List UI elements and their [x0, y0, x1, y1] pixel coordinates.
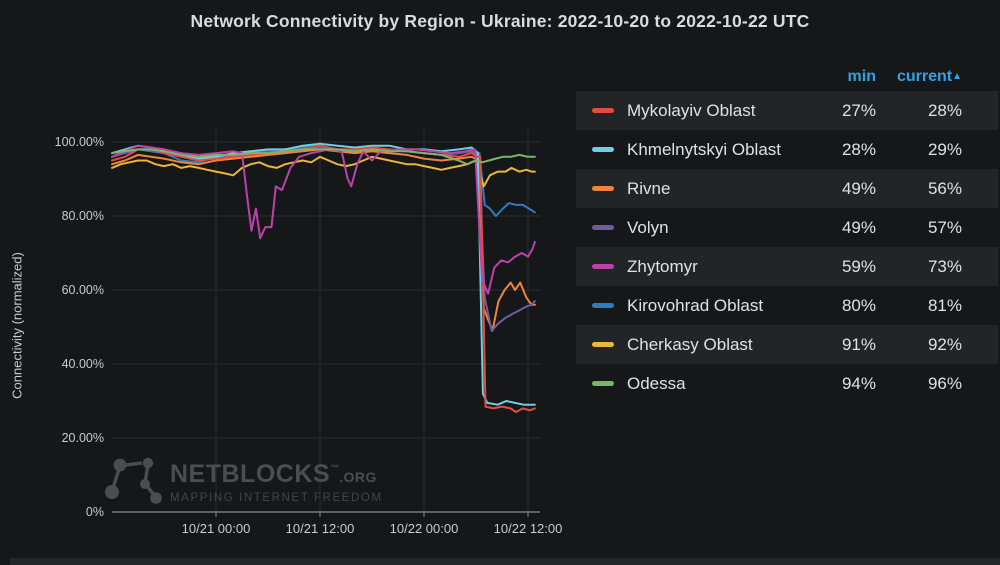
series-color-swatch: [592, 147, 614, 152]
series-color-swatch: [592, 108, 614, 113]
y-tick-label: 0%: [85, 505, 104, 519]
series-line-mykolayiv-oblast[interactable]: [111, 144, 536, 414]
series-current-value: 73%: [927, 256, 962, 276]
legend-table: min current▲ Mykolayiv Oblast 27% 28% Khmel…: [576, 62, 998, 403]
y-axis-title: Connectivity (normalized): [9, 252, 25, 399]
y-tick-label: 40.00%: [61, 357, 104, 371]
lower-panel-edge: [10, 558, 1000, 565]
series-color-swatch: [592, 186, 614, 191]
series-name: Zhytomyr: [627, 256, 698, 276]
legend-row-cherkasy-oblast[interactable]: Cherkasy Oblast 91% 92%: [576, 325, 998, 364]
legend-sort-current[interactable]: current▲: [896, 67, 962, 85]
series-min-value: 59%: [841, 256, 876, 276]
series-line-zhytomyr[interactable]: [111, 144, 536, 295]
legend-row-mykolayiv-oblast[interactable]: Mykolayiv Oblast 27% 28%: [576, 91, 998, 130]
series-name: Kirovohrad Oblast: [627, 295, 764, 315]
sort-asc-icon: ▲: [952, 70, 962, 82]
series-min-value: 27%: [841, 100, 876, 120]
legend-row-khmelnytskyi-oblast[interactable]: Khmelnytskyi Oblast 28% 29%: [576, 130, 998, 169]
series-min-value: 49%: [841, 178, 876, 198]
series-name: Odessa: [627, 373, 686, 393]
x-tick-label: 10/22 00:00: [389, 521, 459, 536]
series-name: Mykolayiv Oblast: [627, 100, 756, 120]
series-min-value: 28%: [841, 139, 876, 159]
series-name: Rivne: [627, 178, 671, 198]
y-tick-label: 100.00%: [54, 135, 104, 149]
series-current-value: 56%: [927, 178, 962, 198]
legend-row-volyn[interactable]: Volyn 49% 57%: [576, 208, 998, 247]
series-current-value: 29%: [927, 139, 962, 159]
legend-row-zhytomyr[interactable]: Zhytomyr 59% 73%: [576, 247, 998, 286]
series-line-rivne[interactable]: [111, 148, 536, 332]
series-current-value: 57%: [927, 217, 962, 237]
series-color-swatch: [592, 225, 614, 230]
series-color-swatch: [592, 264, 614, 269]
series-current-value: 28%: [927, 100, 962, 120]
series-name: Volyn: [627, 217, 669, 237]
series-color-swatch: [592, 303, 614, 308]
series-current-value: 81%: [927, 295, 962, 315]
y-tick-label: 80.00%: [61, 209, 104, 223]
series-name: Cherkasy Oblast: [627, 334, 753, 354]
legend-row-rivne[interactable]: Rivne 49% 56%: [576, 169, 998, 208]
x-tick-label: 10/21 12:00: [285, 521, 355, 536]
series-line-khmelnytskyi-oblast[interactable]: [111, 142, 536, 406]
series-min-value: 49%: [841, 217, 876, 237]
y-tick-label: 20.00%: [61, 431, 104, 445]
y-tick-label: 60.00%: [61, 283, 104, 297]
series-color-swatch: [592, 342, 614, 347]
x-tick-label: 10/22 12:00: [493, 521, 563, 536]
legend-row-kirovohrad-oblast[interactable]: Kirovohrad Oblast 80% 81%: [576, 286, 998, 325]
series-name: Khmelnytskyi Oblast: [627, 139, 781, 159]
series-min-value: 94%: [841, 373, 876, 393]
series-current-value: 92%: [927, 334, 962, 354]
legend-row-odessa[interactable]: Odessa 94% 96%: [576, 364, 998, 403]
series-color-swatch: [592, 381, 614, 386]
x-tick-label: 10/21 00:00: [181, 521, 251, 536]
legend-sort-min[interactable]: min: [847, 67, 876, 85]
series-line-volyn[interactable]: [111, 146, 536, 332]
series-line-odessa[interactable]: [111, 148, 536, 166]
panel-title: Network Connectivity by Region - Ukraine…: [190, 11, 810, 31]
series-min-value: 80%: [841, 295, 876, 315]
legend-header: min current▲: [576, 62, 998, 91]
series-current-value: 96%: [927, 373, 962, 393]
series-min-value: 91%: [841, 334, 876, 354]
